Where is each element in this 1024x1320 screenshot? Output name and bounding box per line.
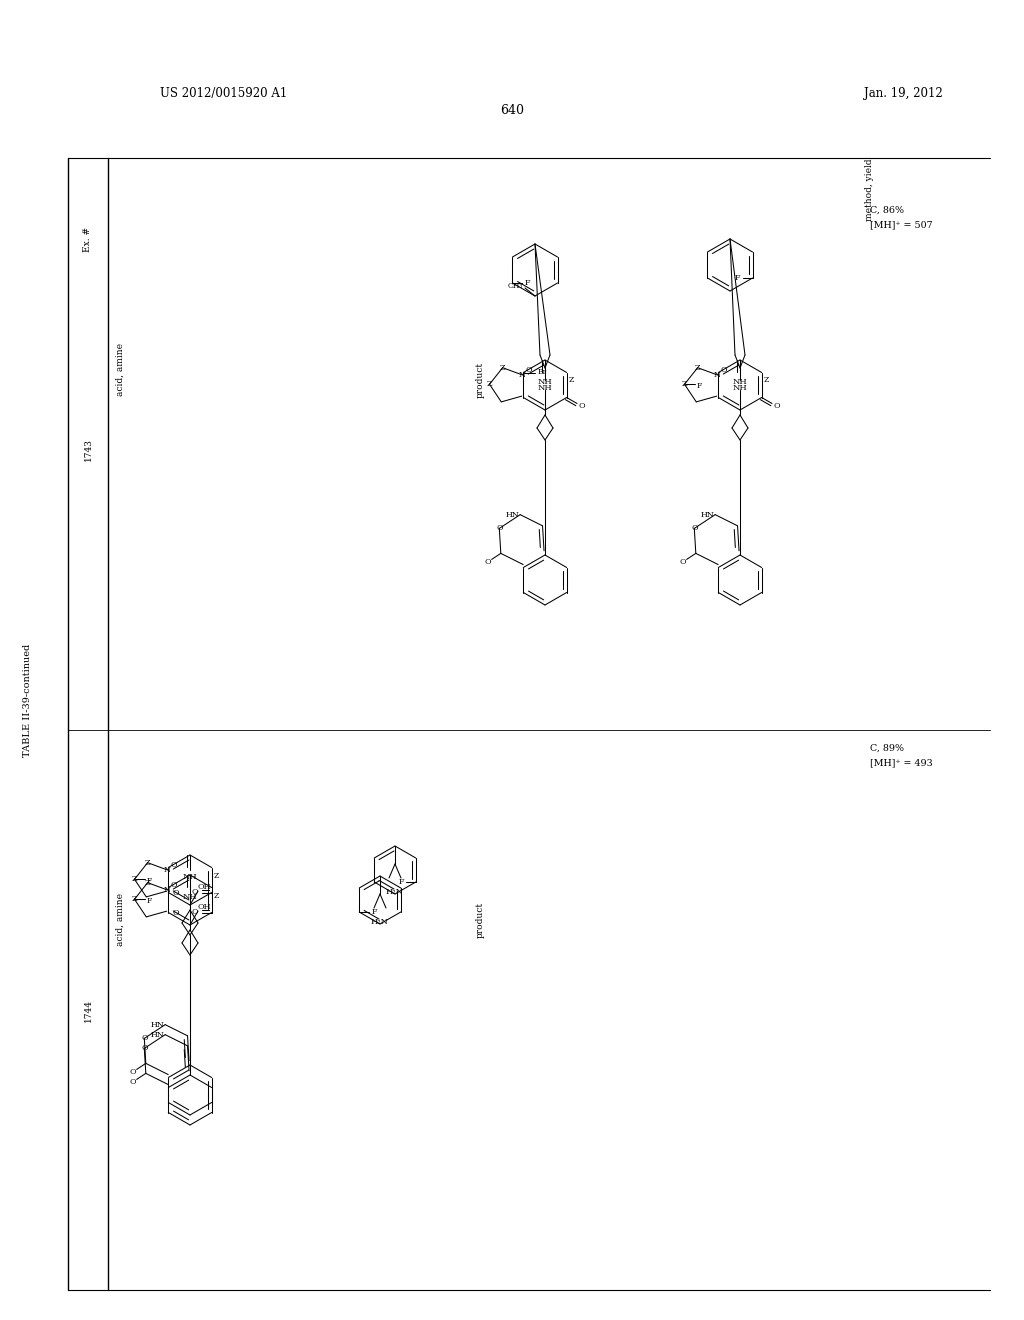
Text: Z: Z bbox=[569, 376, 574, 384]
Text: Z: Z bbox=[682, 380, 687, 388]
Text: F: F bbox=[696, 383, 701, 391]
Text: OH: OH bbox=[198, 883, 212, 891]
Text: [MH]⁺ = 493: [MH]⁺ = 493 bbox=[870, 759, 933, 767]
Text: H₂N: H₂N bbox=[386, 888, 404, 896]
Text: HN: HN bbox=[151, 1020, 164, 1028]
Text: acid, amine: acid, amine bbox=[116, 343, 125, 396]
Text: Z: Z bbox=[695, 364, 700, 372]
Text: C, 86%: C, 86% bbox=[870, 206, 904, 214]
Text: method, yield: method, yield bbox=[865, 158, 874, 222]
Text: O: O bbox=[173, 909, 179, 917]
Text: N: N bbox=[519, 371, 526, 379]
Text: Br: Br bbox=[538, 368, 547, 376]
Text: O: O bbox=[129, 1068, 136, 1076]
Text: N: N bbox=[164, 866, 171, 874]
Text: CH₃: CH₃ bbox=[508, 282, 523, 290]
Text: O: O bbox=[774, 401, 780, 409]
Text: F: F bbox=[398, 878, 403, 886]
Text: O: O bbox=[484, 558, 490, 566]
Text: 640: 640 bbox=[500, 103, 524, 116]
Text: Z: Z bbox=[132, 875, 137, 883]
Text: N: N bbox=[714, 371, 721, 379]
Text: O: O bbox=[141, 1044, 147, 1052]
Text: product: product bbox=[475, 902, 484, 939]
Text: O: O bbox=[141, 1035, 147, 1043]
Text: NH: NH bbox=[182, 894, 198, 902]
Text: Z: Z bbox=[132, 895, 137, 903]
Text: NH: NH bbox=[182, 873, 198, 880]
Text: O: O bbox=[579, 401, 586, 409]
Text: US 2012/0015920 A1: US 2012/0015920 A1 bbox=[160, 87, 288, 99]
Text: F: F bbox=[146, 878, 152, 886]
Text: F: F bbox=[735, 275, 740, 282]
Text: O: O bbox=[171, 861, 177, 869]
Text: O: O bbox=[171, 880, 177, 888]
Text: NH: NH bbox=[732, 378, 748, 385]
Text: Z: Z bbox=[144, 879, 151, 887]
Text: O: O bbox=[721, 366, 727, 374]
Text: HN: HN bbox=[151, 1031, 164, 1039]
Text: HN: HN bbox=[505, 511, 519, 519]
Text: HN: HN bbox=[700, 511, 714, 519]
Text: F: F bbox=[372, 908, 377, 916]
Text: O: O bbox=[191, 888, 198, 896]
Text: O: O bbox=[679, 558, 686, 566]
Text: O: O bbox=[191, 908, 198, 916]
Text: acid, amine: acid, amine bbox=[116, 894, 125, 946]
Text: Z: Z bbox=[214, 871, 219, 879]
Text: product: product bbox=[475, 362, 484, 399]
Text: C, 89%: C, 89% bbox=[870, 743, 904, 752]
Text: [MH]⁺ = 507: [MH]⁺ = 507 bbox=[870, 220, 933, 230]
Text: Jan. 19, 2012: Jan. 19, 2012 bbox=[864, 87, 943, 99]
Text: NH: NH bbox=[538, 384, 552, 392]
Text: N: N bbox=[164, 886, 171, 894]
Text: H₂N: H₂N bbox=[371, 917, 389, 927]
Text: O: O bbox=[525, 366, 532, 374]
Text: F: F bbox=[146, 898, 152, 906]
Text: O: O bbox=[173, 888, 179, 898]
Text: Z: Z bbox=[486, 380, 493, 388]
Text: O: O bbox=[496, 524, 503, 532]
Text: Z: Z bbox=[500, 364, 506, 372]
Text: O: O bbox=[691, 524, 697, 532]
Text: Z: Z bbox=[144, 859, 151, 867]
Text: Z: Z bbox=[764, 376, 769, 384]
Text: NH: NH bbox=[732, 384, 748, 392]
Text: O: O bbox=[129, 1078, 136, 1086]
Text: Z: Z bbox=[214, 891, 219, 899]
Text: TABLE II-39-continued: TABLE II-39-continued bbox=[24, 643, 33, 756]
Text: F: F bbox=[524, 279, 530, 286]
Text: 1744: 1744 bbox=[84, 998, 92, 1022]
Text: NH: NH bbox=[538, 378, 552, 385]
Text: OH: OH bbox=[198, 903, 212, 911]
Text: Ex. #: Ex. # bbox=[84, 227, 92, 252]
Text: 1743: 1743 bbox=[84, 438, 92, 462]
